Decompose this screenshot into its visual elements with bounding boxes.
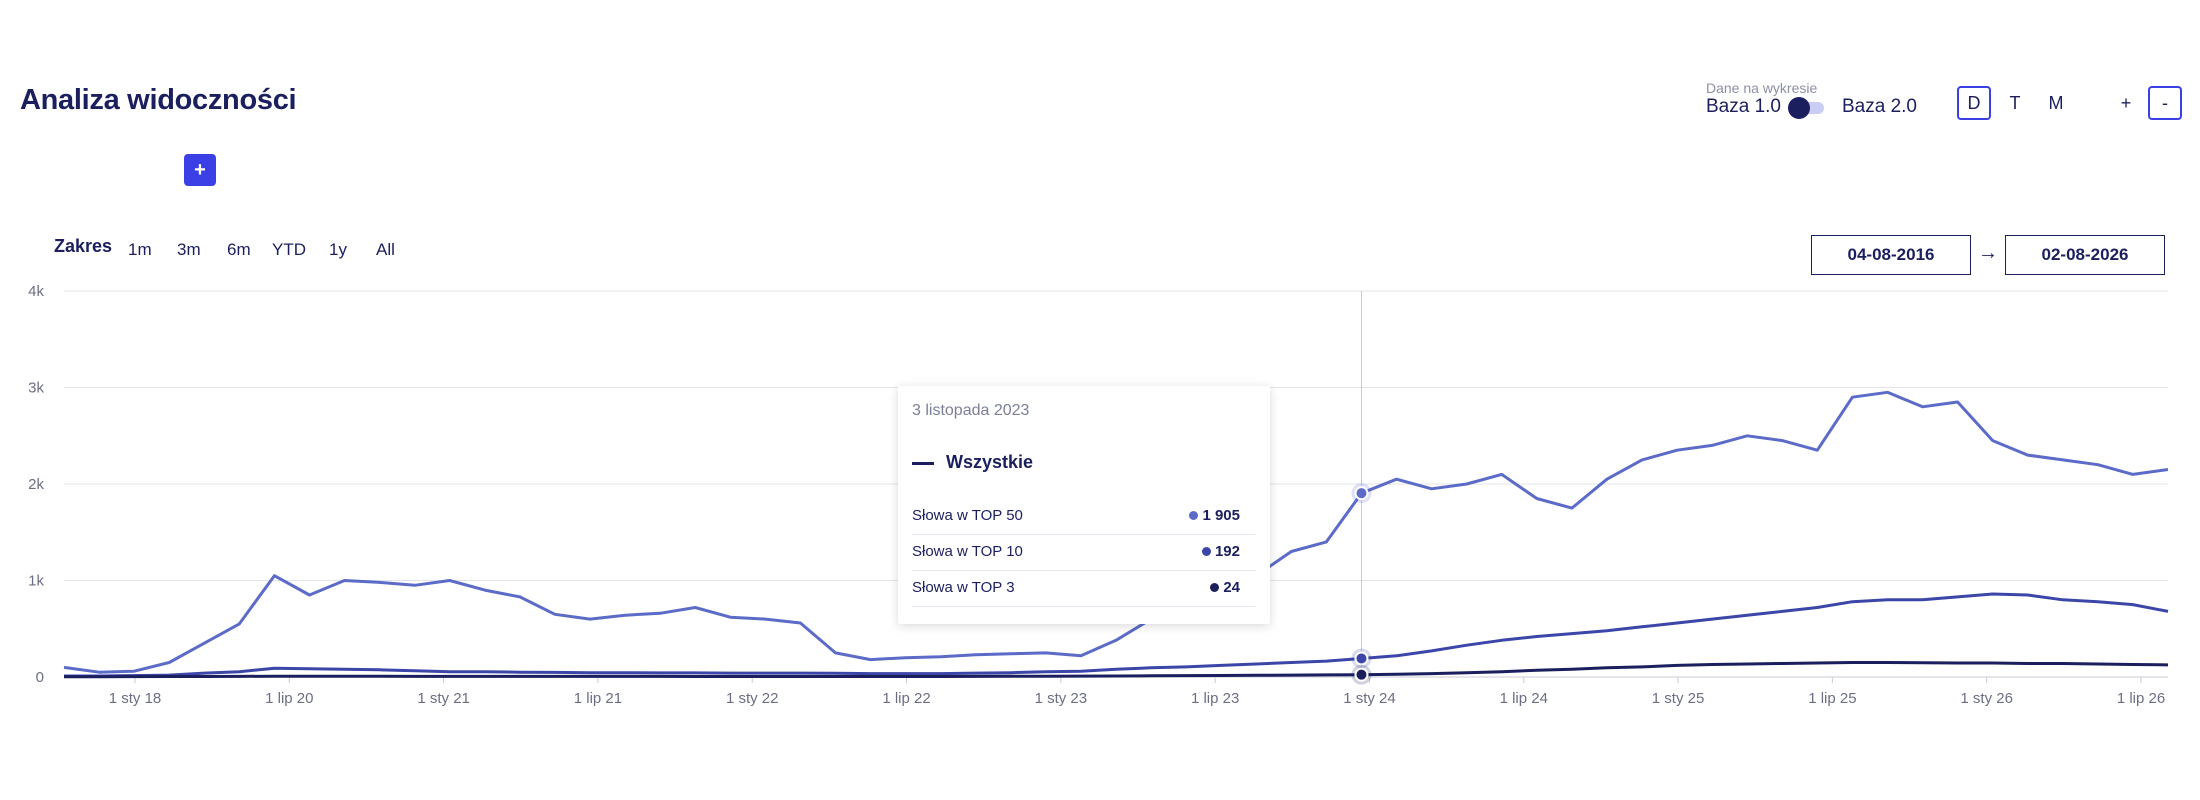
x-tick-label: 1 sty 23: [1035, 690, 1088, 707]
add-button[interactable]: +: [184, 154, 216, 186]
series-line-icon: [912, 461, 934, 465]
tooltip-series-label: Wszystkie: [946, 452, 1034, 472]
series-dot-icon: [1189, 511, 1199, 520]
tooltip-series: Wszystkie: [912, 452, 1033, 473]
x-tick-label: 1 lip 23: [1191, 690, 1239, 707]
x-tick-label: 1 lip 21: [574, 690, 622, 707]
zoom-out-button[interactable]: -: [2148, 86, 2182, 120]
x-tick-label: 1 lip 25: [1808, 690, 1856, 707]
range-3m-button[interactable]: 3m: [177, 240, 201, 259]
period-day-button[interactable]: D: [1957, 86, 1991, 120]
toggle-caption: Dane na wykresie: [1706, 80, 1818, 96]
toggle-knob: [1788, 97, 1810, 119]
tooltip-row-value: 1 905: [1189, 507, 1240, 524]
x-tick-label: 1 sty 18: [109, 690, 162, 707]
x-tick-label: 1 lip 22: [882, 690, 930, 707]
date-arrow-icon: →: [1978, 242, 1998, 264]
x-tick-label: 1 sty 22: [726, 690, 779, 707]
base2-label: Baza 2.0: [1842, 96, 1917, 117]
period-week-button[interactable]: T: [1998, 86, 2032, 120]
series-line-top3: [64, 661, 2169, 679]
y-tick-label: 0: [36, 669, 44, 686]
tooltip-row-value: 192: [1201, 543, 1240, 560]
series-dot-icon: [1201, 547, 1211, 556]
y-tick-label: 2k: [28, 476, 44, 493]
y-tick-label: 3k: [28, 380, 44, 397]
base1-label: Baza 1.0: [1706, 96, 1781, 117]
y-tick-label: 4k: [28, 283, 44, 300]
x-tick-label: 1 sty 25: [1652, 690, 1705, 707]
tooltip-row-label: Słowa w TOP 50: [912, 507, 1023, 524]
range-1m-button[interactable]: 1m: [128, 240, 152, 259]
tooltip-value-text: 1 905: [1202, 507, 1240, 524]
page-title: Analiza widoczności: [20, 84, 297, 116]
y-tick-label: 1k: [28, 573, 44, 590]
date-from-input[interactable]: 04-08-2016: [1811, 235, 1971, 275]
x-tick-label: 1 sty 26: [1960, 690, 2013, 707]
tooltip-row: Słowa w TOP 10 192: [912, 534, 1256, 571]
range-ytd-button[interactable]: YTD: [272, 240, 306, 259]
tooltip-value-text: 24: [1223, 579, 1240, 596]
x-tick-label: 1 sty 21: [417, 690, 470, 707]
tooltip-date: 3 listopada 2023: [912, 402, 1030, 419]
series-dot-icon: [1210, 583, 1220, 592]
x-tick-label: 1 sty 24: [1343, 690, 1396, 707]
tooltip-row: Słowa w TOP 50 1 905: [912, 498, 1256, 535]
range-label: Zakres: [54, 236, 113, 256]
base-toggle-switch[interactable]: [1788, 97, 1828, 119]
chart-tooltip: 3 listopada 2023 Wszystkie Słowa w TOP 5…: [898, 386, 1270, 624]
tooltip-row-label: Słowa w TOP 10: [912, 543, 1023, 560]
x-tick-label: 1 lip 20: [265, 690, 313, 707]
range-all-button[interactable]: All: [376, 240, 395, 259]
range-6m-button[interactable]: 6m: [227, 240, 251, 259]
x-tick-label: 1 lip 26: [2117, 690, 2165, 707]
tooltip-value-text: 192: [1214, 543, 1240, 560]
date-to-input[interactable]: 02-08-2026: [2005, 235, 2165, 275]
range-1y-button[interactable]: 1y: [329, 240, 347, 259]
tooltip-row-label: Słowa w TOP 3: [912, 579, 1015, 596]
x-tick-label: 1 lip 24: [1500, 690, 1548, 707]
series-line-top10: [64, 592, 2169, 678]
zoom-in-button[interactable]: +: [2109, 86, 2143, 120]
hover-marker-top10: [1354, 651, 1369, 666]
series-line-top50: [63, 390, 2169, 674]
tooltip-row-value: 24: [1210, 579, 1240, 596]
period-month-button[interactable]: M: [2039, 86, 2073, 120]
hover-marker-top50: [1354, 486, 1369, 501]
tooltip-row: Słowa w TOP 3 24: [912, 570, 1256, 607]
hover-marker-top3: [1354, 667, 1369, 682]
